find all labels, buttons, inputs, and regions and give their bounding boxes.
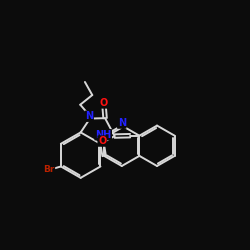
Text: Br: Br bbox=[43, 166, 54, 174]
Text: O: O bbox=[98, 136, 106, 146]
Text: NH: NH bbox=[95, 130, 111, 140]
Text: N: N bbox=[85, 111, 93, 121]
Text: O: O bbox=[100, 98, 108, 108]
Text: N: N bbox=[118, 118, 126, 128]
